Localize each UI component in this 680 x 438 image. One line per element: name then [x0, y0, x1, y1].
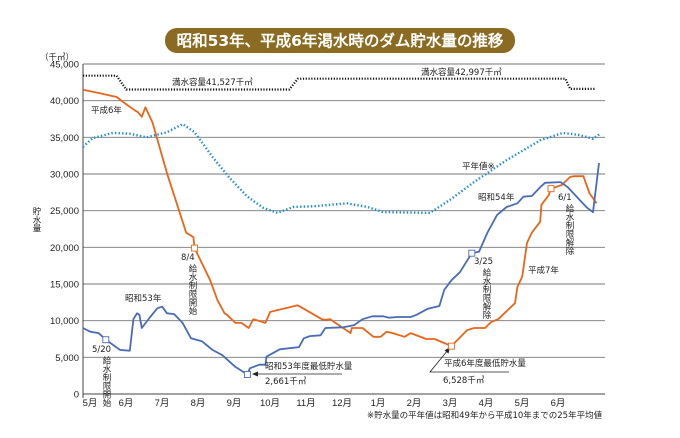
x-tick-label: 1月	[371, 398, 386, 409]
x-tick-labels: 5月 6月 7月 8月 9月 10月 11月 12月 1月 2月 3月 4月 5月 6月	[83, 398, 566, 409]
event-6-1-date: 6/1	[558, 193, 572, 203]
y-tick-label: 0	[74, 390, 79, 401]
x-tick-label: 6月	[119, 398, 134, 409]
label-capacity-1: 満水容量41,527千㎥	[172, 77, 253, 88]
y-axis-label: 貯水量	[31, 206, 41, 232]
event-marker-e61	[547, 185, 555, 193]
y-tick-label: 30,000	[50, 170, 79, 181]
event-marker-minH	[447, 342, 455, 350]
y-tick-label: 35,000	[50, 133, 79, 144]
x-tick-label: 3月	[443, 398, 458, 409]
event-marker-minS	[243, 371, 251, 378]
x-tick-label: 5月	[83, 398, 98, 409]
title-text: 昭和53年、平成6年渇水時のダム貯水量の推移	[177, 31, 504, 50]
series-lines	[82, 74, 601, 376]
y-tick-label: 10,000	[50, 316, 79, 327]
x-tick-label: 12月	[332, 398, 352, 409]
series-line-capacity	[83, 74, 596, 91]
x-tick-label: 11月	[296, 398, 315, 409]
x-tick-label: 8月	[191, 398, 206, 409]
y-tick-label: 40,000	[50, 96, 79, 107]
series-line-showa	[82, 162, 600, 376]
y-tick-label: 20,000	[50, 243, 79, 254]
x-tick-label: 9月	[227, 398, 242, 409]
label-average: 平年値※	[462, 161, 495, 172]
y-tick-label: 5,000	[55, 353, 79, 364]
x-tick-label: 7月	[155, 398, 170, 409]
event-markers	[102, 185, 555, 378]
label-showa54: 昭和54年	[478, 192, 515, 203]
y-tick-label: 15,000	[50, 280, 79, 291]
y-tick-labels: 0 5,000 10,000 15,000 20,000 25,000 30,000 35,0…	[50, 60, 79, 401]
min-showa-value: 2,661千㎥	[265, 376, 307, 387]
x-tick-label: 4月	[479, 398, 494, 409]
event-3-25-text: 給水制限解除	[481, 267, 491, 319]
event-8-4-text: 給水制限開始	[187, 263, 197, 316]
chart-title: 昭和53年、平成6年渇水時のダム貯水量の推移	[165, 28, 515, 53]
event-8-4-date: 8/4	[181, 253, 195, 263]
event-5-20-text: 給水制限開始	[101, 355, 111, 408]
min-heisei-label: 平成6年度最低貯水量	[444, 358, 526, 369]
event-marker-e520	[102, 336, 110, 344]
gridlines	[82, 63, 605, 398]
y-unit: （千㎥）	[40, 52, 74, 63]
series-line-heisei	[82, 88, 598, 348]
x-tick-label: 2月	[407, 398, 422, 409]
min-heisei-value: 6,528千㎥	[443, 375, 485, 386]
label-showa53: 昭和53年	[125, 293, 162, 304]
event-3-25-date: 3/25	[474, 257, 493, 267]
x-tick-label: 6月	[551, 398, 566, 409]
y-tick-label: 45,000	[50, 60, 79, 71]
title-background	[165, 28, 515, 53]
x-tick-label: 10月	[260, 398, 280, 409]
min-heisei-arrow	[429, 349, 509, 373]
label-capacity-2: 満水容量42,997千㎥	[421, 67, 502, 78]
event-5-20-date: 5/20	[92, 345, 111, 355]
event-marker-e84	[191, 244, 199, 252]
y-tick-label: 25,000	[50, 206, 79, 217]
min-showa-arrowhead	[252, 371, 258, 377]
event-marker-e325	[468, 249, 476, 257]
series-line-average	[82, 122, 601, 215]
label-heisei6: 平成6年	[91, 105, 122, 116]
min-showa-label: 昭和53年度最低貯水量	[265, 361, 353, 372]
label-heisei7: 平成7年	[528, 265, 559, 276]
event-6-1-text: 給水制限解除	[564, 203, 574, 255]
x-tick-label: 5月	[515, 398, 530, 409]
footnote: ※貯水量の平年値は昭和49年から平成10年までの25年平均値	[367, 410, 603, 421]
